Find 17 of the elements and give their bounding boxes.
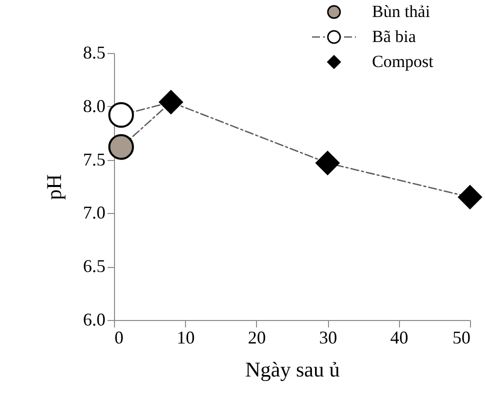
y-tick-label: 6.0 xyxy=(83,310,106,330)
y-axis-title: pH xyxy=(42,174,66,200)
legend-label: Bùn thải xyxy=(372,2,430,21)
x-tick-label: 30 xyxy=(319,328,338,348)
x-tick-label: 40 xyxy=(390,328,408,348)
x-tick-label: 20 xyxy=(248,328,266,348)
x-tick-label: 50 xyxy=(452,328,470,348)
y-tick-label: 8.0 xyxy=(83,96,106,116)
y-tick-label: 8.5 xyxy=(83,42,106,62)
x-tick-label: 10 xyxy=(176,328,195,348)
y-tick-label: 7.5 xyxy=(83,149,106,170)
y-tick-label: 7.0 xyxy=(83,202,106,223)
x-axis-title: Ngày sau ủ xyxy=(245,358,340,382)
x-tick-label: 0 xyxy=(114,328,124,348)
y-tick-label: 6.5 xyxy=(83,256,106,276)
legend-label: Bã bia xyxy=(372,27,416,46)
legend-label: Compost xyxy=(372,52,434,71)
